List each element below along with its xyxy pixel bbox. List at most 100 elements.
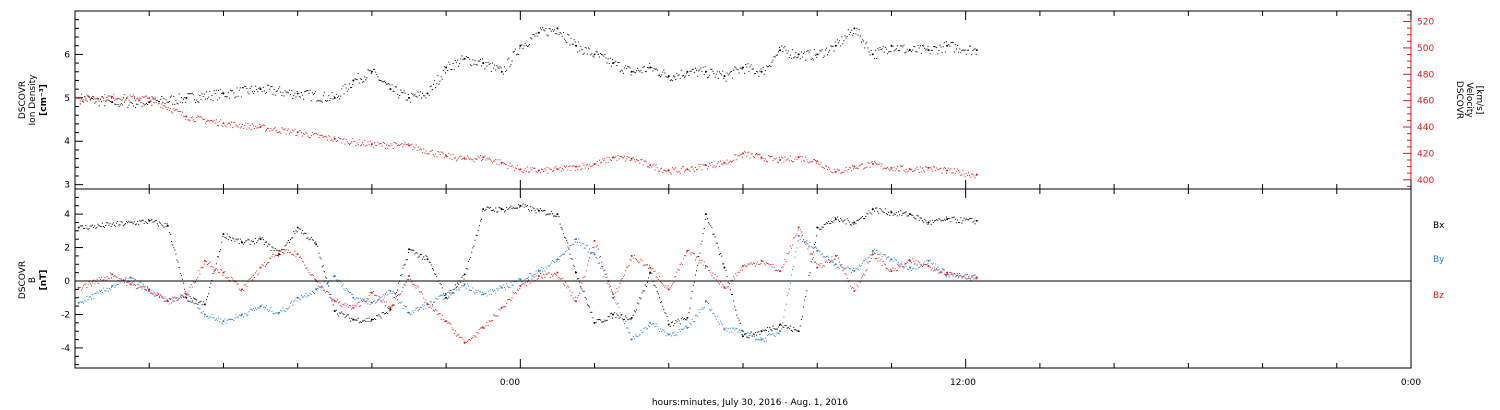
density-series-dot — [556, 33, 558, 35]
density-series-dot — [710, 68, 712, 70]
by-series-dot — [610, 290, 612, 292]
bz-series-dot — [169, 298, 171, 300]
by-series-dot — [566, 249, 568, 251]
by-series-dot — [939, 271, 941, 273]
bz-series-dot — [455, 335, 457, 337]
velocity-series-dot — [410, 144, 412, 146]
bx-series-dot — [642, 290, 644, 292]
by-series-dot — [903, 267, 905, 269]
by-series-dot — [340, 281, 342, 283]
density-series-dot — [541, 29, 543, 31]
bz-series-dot — [958, 275, 960, 277]
by-series-dot — [851, 271, 853, 273]
bx-series-point — [445, 296, 448, 299]
bx-series-dot — [291, 237, 293, 239]
bx-series-dot — [89, 225, 91, 227]
bx-series-dot — [244, 241, 246, 243]
bx-series-dot — [461, 276, 463, 278]
density-series-dot — [618, 62, 620, 64]
bx-series-dot — [86, 227, 88, 229]
by-series-dot — [592, 252, 594, 254]
bx-series-dot — [440, 283, 442, 285]
by-series-dot — [312, 291, 314, 293]
velocity-series-dot — [498, 164, 500, 166]
bx-series-dot — [285, 244, 287, 246]
velocity-series-dot — [266, 129, 268, 131]
velocity-series-dot — [630, 159, 632, 161]
bz-series-dot — [812, 257, 814, 259]
by-series-dot — [832, 262, 834, 264]
by-series-dot — [498, 288, 500, 290]
bx-series-dot — [499, 207, 501, 209]
top-left-tick-label: 3 — [64, 181, 70, 191]
velocity-series-dot — [291, 132, 293, 134]
velocity-series-dot — [975, 174, 977, 176]
bx-series-dot — [612, 317, 614, 319]
bx-series-dot — [903, 212, 905, 214]
density-series-dot — [827, 54, 829, 56]
density-series-dot — [97, 98, 99, 100]
density-series-dot — [238, 89, 240, 91]
velocity-series-dot — [256, 127, 258, 129]
bz-series-dot — [795, 235, 797, 237]
bz-series-dot — [97, 282, 99, 284]
bz-series-dot — [251, 279, 253, 281]
density-series-point — [946, 44, 949, 47]
bx-series-dot — [970, 217, 972, 219]
density-series-dot — [908, 48, 910, 50]
density-series-dot — [669, 79, 671, 81]
velocity-series-dot — [720, 160, 722, 162]
bx-series-point — [426, 258, 429, 261]
by-series-dot — [948, 276, 950, 278]
velocity-series-dot — [752, 156, 754, 158]
bz-series-dot — [957, 274, 959, 276]
bz-series-dot — [561, 277, 563, 279]
velocity-series-dot — [473, 161, 475, 163]
by-series-dot — [283, 309, 285, 311]
velocity-series-dot — [438, 151, 440, 153]
velocity-series-dot — [176, 109, 178, 111]
bz-series-dot — [104, 277, 106, 279]
density-series-dot — [559, 31, 561, 33]
bz-series-point — [519, 285, 522, 288]
bx-series-dot — [191, 301, 193, 303]
velocity-series-dot — [295, 135, 297, 137]
density-series-dot — [532, 33, 534, 35]
bx-series-dot — [246, 240, 248, 242]
bz-series-dot — [330, 293, 332, 295]
bottom-ylabel-line2: B — [28, 277, 38, 283]
density-series-dot — [572, 43, 574, 45]
by-series-dot — [508, 287, 510, 289]
by-series-dot — [89, 296, 91, 298]
density-series-dot — [951, 41, 953, 43]
bx-series-dot — [346, 314, 348, 316]
by-series-dot — [729, 327, 731, 329]
bottom-left-tick-label: -4 — [61, 344, 70, 354]
density-series-dot — [833, 50, 835, 52]
by-series-dot — [268, 311, 270, 313]
velocity-series-dot — [759, 154, 761, 156]
velocity-series-dot — [863, 168, 865, 170]
bottom-ylabel-line3: [nT] — [39, 270, 49, 291]
bz-series-dot — [436, 310, 438, 312]
density-series-dot — [221, 93, 223, 95]
bx-series-dot — [536, 208, 538, 210]
velocity-series-dot — [471, 159, 473, 161]
velocity-series-dot — [551, 170, 553, 172]
bz-series-dot — [201, 266, 203, 268]
density-series-dot — [422, 92, 424, 94]
bx-series-dot — [657, 293, 659, 295]
velocity-series-dot — [732, 160, 734, 162]
bx-series-dot — [270, 249, 272, 251]
by-series-dot — [462, 285, 464, 287]
by-series-dot — [303, 296, 305, 298]
density-series-dot — [527, 45, 529, 47]
bz-series-dot — [396, 294, 398, 296]
by-series-dot — [653, 323, 655, 325]
by-series-dot — [853, 268, 855, 270]
velocity-series-dot — [224, 125, 226, 127]
bx-series-dot — [686, 319, 688, 321]
bx-series-dot — [199, 301, 201, 303]
by-series-dot — [607, 279, 609, 281]
by-series-dot — [213, 317, 215, 319]
